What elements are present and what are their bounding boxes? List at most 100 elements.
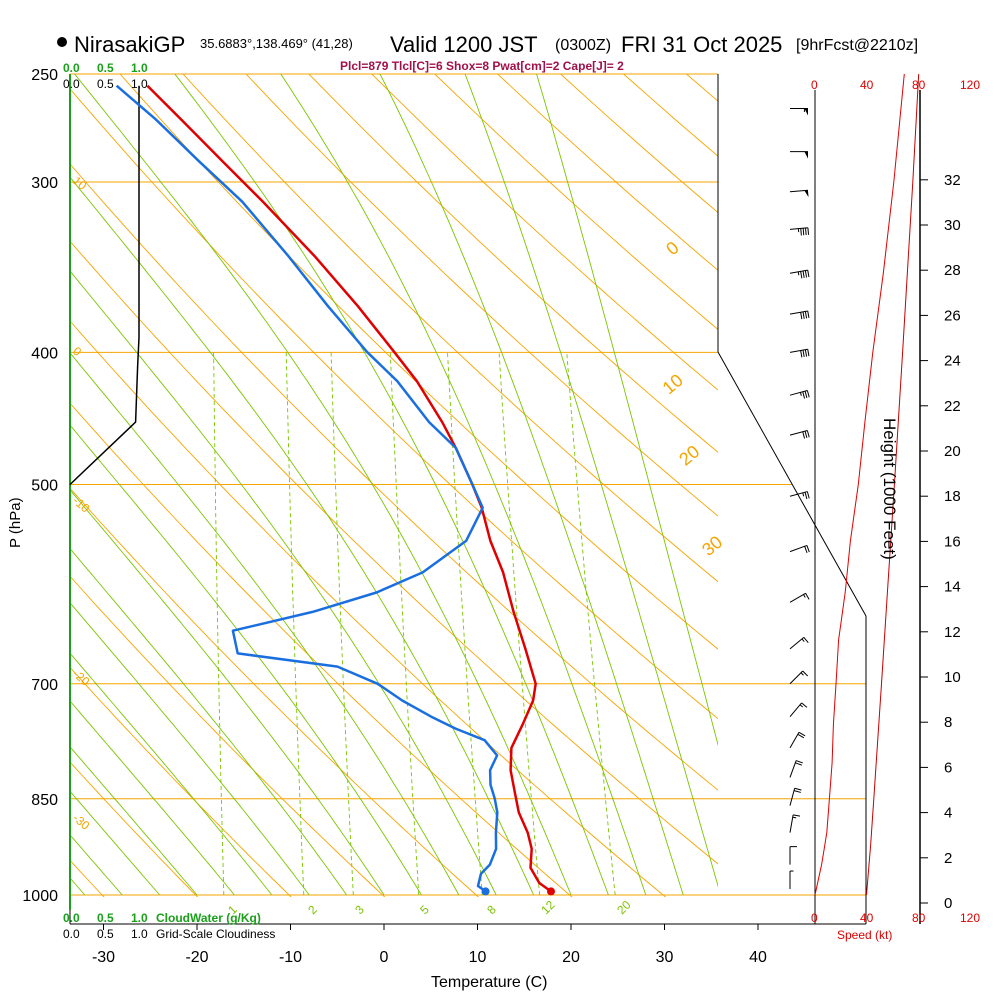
moist-adiabat-line	[536, 74, 718, 747]
mixing-ratio-lines	[213, 352, 616, 896]
isobar-lines	[70, 73, 866, 896]
pressure-tick-label: 500	[31, 478, 58, 495]
moist-adiabats	[70, 74, 718, 896]
moist-adiabat-line	[70, 547, 347, 896]
dry-adiabat-line	[496, 74, 718, 271]
sounding-indices: Plcl=879 Tlcl[C]=6 Shox=8 Pwat[cm]=2 Cap…	[340, 59, 624, 73]
speed-tick-label: 0	[811, 911, 818, 925]
cloud-water-tick-label: 1.0	[131, 61, 148, 75]
cloudiness-title: Grid-Scale Cloudiness	[156, 927, 275, 941]
wind-barb-shaft	[789, 592, 806, 603]
wind-barb-pennant	[804, 190, 809, 198]
wind-barb-flag	[804, 311, 808, 319]
mixing-ratio-line	[285, 352, 305, 896]
wind-barb-half-flag	[792, 816, 797, 819]
wind-barb-flag	[797, 733, 805, 739]
wind-barb	[789, 760, 803, 778]
wind-barb	[789, 227, 810, 236]
dry-adiabat-line	[434, 74, 718, 331]
wind-barb-flag	[804, 492, 808, 500]
pressure-tick-label: 300	[31, 175, 58, 192]
wind-barb-flag	[805, 593, 810, 600]
wind-barb-flag	[798, 731, 806, 737]
dry-adiabat-line	[70, 575, 386, 897]
x-tick-label: -30	[92, 949, 115, 966]
cloudiness-panel: 0.0 0.0 0.0 0.0 0.5 0.5 0.5 0.5 1.0 1.0 1.0 1.0 Clou…	[63, 61, 275, 941]
wind-barb-flag	[806, 430, 810, 438]
moist-adiabat-line	[70, 270, 497, 896]
cloudiness-line	[69, 85, 140, 486]
dry-adiabat-label: 10	[70, 174, 89, 194]
temperature-line	[146, 84, 552, 893]
mixing-ratio-line	[498, 352, 541, 896]
mixing-ratio-label: 3	[352, 902, 367, 917]
speed-tick-label: 40	[860, 78, 874, 92]
mixing-ratio-line	[566, 352, 616, 896]
speed-profile-line	[814, 73, 905, 896]
pressure-tick-label: 850	[31, 792, 58, 809]
wind-barb-flag	[795, 760, 803, 764]
height-tick-label: 24	[944, 353, 961, 370]
mixing-ratio-label: 20	[614, 898, 634, 918]
moist-adiabat-line	[379, 74, 684, 896]
dry-adiabat-line	[70, 761, 199, 897]
wind-barb-flag	[806, 545, 810, 553]
wind-barb	[789, 390, 810, 399]
dry-adiabat-line	[182, 74, 718, 583]
wind-barb-shaft	[789, 429, 808, 436]
wind-barb-flag	[807, 349, 810, 357]
dry-adiabat-line	[0, 50, 35, 924]
wind-barb-flag	[802, 228, 805, 236]
mixing-ratio-line	[330, 352, 354, 896]
dry-adiabat-label: -20	[70, 667, 93, 689]
wind-barb-flag	[807, 270, 810, 278]
cloudiness-tick-label: 0.5	[97, 77, 114, 91]
wind-barb-flag	[800, 350, 803, 358]
moist-adiabat-line	[70, 424, 422, 896]
moist-adiabat-line	[70, 352, 460, 896]
wind-barb-shaft	[789, 269, 808, 274]
moist-adiabat-line	[70, 602, 310, 896]
wind-barb	[789, 670, 809, 685]
height-tick-label: 6	[944, 759, 952, 776]
wind-barb-flag	[805, 227, 807, 236]
wind-barb	[789, 731, 806, 749]
x-tick-label: 0	[380, 949, 389, 966]
moist-adiabat-label: 30	[698, 532, 726, 560]
pressure-axis: 250 300 400 500 700 850 1000	[22, 67, 58, 905]
wind-barb	[789, 870, 794, 890]
moist-adiabat-line	[174, 74, 609, 896]
wind-barb-half-flag	[799, 392, 802, 396]
height-tick-label: 0	[944, 895, 952, 912]
mixing-ratio-line	[447, 352, 483, 896]
wind-barb-flag	[806, 491, 810, 499]
height-tick-label: 22	[944, 398, 961, 415]
height-tick-label: 2	[944, 850, 952, 867]
valid-time: Valid 1200 JST	[390, 32, 538, 57]
wind-barb-flag	[802, 391, 806, 399]
plot-frame	[69, 74, 921, 925]
dry-adiabat-line	[622, 74, 718, 157]
wind-barb-flag	[793, 790, 801, 793]
wind-barb-shaft	[789, 227, 808, 230]
mixing-ratio-line	[213, 352, 225, 896]
wind-barb	[789, 491, 810, 500]
wind-barb	[789, 348, 810, 358]
speed-tick-label: 80	[912, 78, 926, 92]
wind-barb	[789, 702, 808, 717]
wind-barb-shaft	[789, 491, 808, 497]
wind-barb-flag	[802, 311, 805, 319]
forecast-info: [9hrFcst@2210z]	[796, 37, 918, 54]
x-tick-label: 30	[656, 949, 674, 966]
height-tick-label: 12	[944, 624, 961, 641]
dry-adiabat-line	[70, 402, 573, 897]
mixing-ratio-label: 5	[417, 902, 432, 917]
wind-barb-shaft	[789, 390, 808, 396]
wind-barb-shaft	[789, 702, 802, 717]
height-tick-label: 16	[944, 533, 961, 550]
dry-adiabat-label: 0	[70, 344, 84, 359]
cloudiness-tick-label: 0.0	[63, 927, 80, 941]
wind-barb-half-flag	[799, 704, 804, 708]
